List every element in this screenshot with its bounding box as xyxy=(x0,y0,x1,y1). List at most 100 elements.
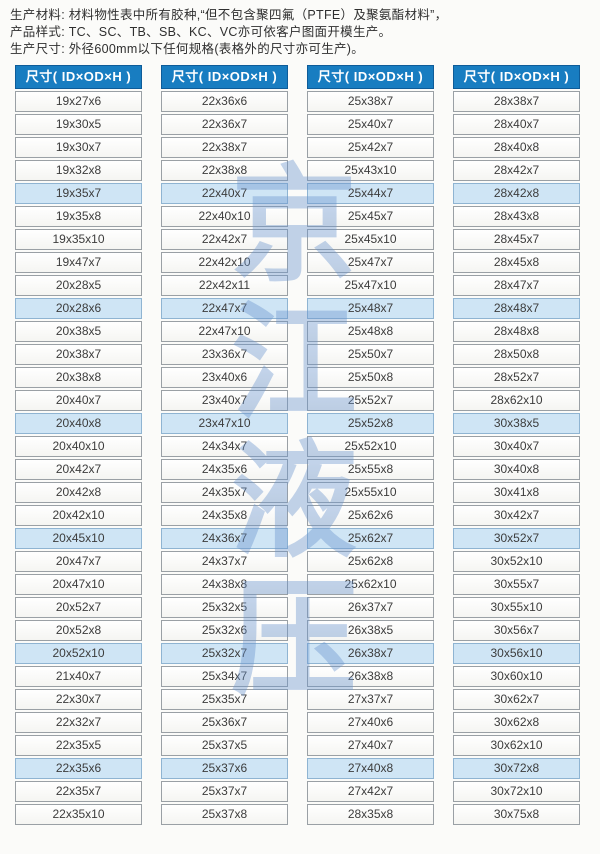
size-cell: 24x36x7 xyxy=(161,528,288,549)
size-cell: 28x42x8 xyxy=(453,183,580,204)
size-cell: 25x52x10 xyxy=(307,436,434,457)
size-cell: 25x37x7 xyxy=(161,781,288,802)
size-cell: 20x52x7 xyxy=(15,597,142,618)
size-cell: 26x37x7 xyxy=(307,597,434,618)
size-cell: 30x40x8 xyxy=(453,459,580,480)
size-cell: 20x52x8 xyxy=(15,620,142,641)
size-cell: 25x47x7 xyxy=(307,252,434,273)
size-cell: 28x43x8 xyxy=(453,206,580,227)
size-cell: 25x42x7 xyxy=(307,137,434,158)
size-cell: 25x37x6 xyxy=(161,758,288,779)
size-cell: 22x35x5 xyxy=(15,735,142,756)
size-cell: 25x50x8 xyxy=(307,367,434,388)
size-cell: 25x43x10 xyxy=(307,160,434,181)
size-cell: 20x28x6 xyxy=(15,298,142,319)
column-header: 尺寸( ID×OD×H ) xyxy=(161,65,288,89)
size-cell: 24x35x7 xyxy=(161,482,288,503)
size-cell: 28x40x8 xyxy=(453,137,580,158)
size-cell: 19x35x7 xyxy=(15,183,142,204)
size-cell: 20x38x5 xyxy=(15,321,142,342)
size-cell: 22x40x7 xyxy=(161,183,288,204)
size-cell: 19x27x6 xyxy=(15,91,142,112)
size-cell: 30x41x8 xyxy=(453,482,580,503)
size-cell: 20x45x10 xyxy=(15,528,142,549)
size-cell: 30x75x8 xyxy=(453,804,580,825)
size-cell: 25x62x6 xyxy=(307,505,434,526)
size-cell: 24x35x8 xyxy=(161,505,288,526)
size-cell: 20x42x10 xyxy=(15,505,142,526)
size-cell: 20x40x10 xyxy=(15,436,142,457)
size-cell: 27x40x8 xyxy=(307,758,434,779)
size-cell: 25x48x7 xyxy=(307,298,434,319)
size-cell: 19x30x7 xyxy=(15,137,142,158)
size-cell: 22x42x7 xyxy=(161,229,288,250)
size-cell: 23x47x10 xyxy=(161,413,288,434)
size-cell: 24x35x6 xyxy=(161,459,288,480)
size-cell: 30x56x10 xyxy=(453,643,580,664)
size-cell: 28x52x7 xyxy=(453,367,580,388)
size-cell: 27x40x6 xyxy=(307,712,434,733)
intro-text-block: 生产材料: 材料物性表中所有胶种,“但不包含聚四氟（PTFE）及聚氨酯材料”， … xyxy=(0,0,600,63)
size-cell: 30x52x7 xyxy=(453,528,580,549)
column-header: 尺寸( ID×OD×H ) xyxy=(307,65,434,89)
size-cell: 30x56x7 xyxy=(453,620,580,641)
size-cell: 30x52x10 xyxy=(453,551,580,572)
size-cell: 22x35x10 xyxy=(15,804,142,825)
size-cell: 25x52x8 xyxy=(307,413,434,434)
size-cell: 30x38x5 xyxy=(453,413,580,434)
size-cell: 21x40x7 xyxy=(15,666,142,687)
size-cell: 25x62x8 xyxy=(307,551,434,572)
column-header: 尺寸( ID×OD×H ) xyxy=(453,65,580,89)
size-cell: 28x35x8 xyxy=(307,804,434,825)
size-table: 尺寸( ID×OD×H ) 19x27x6 19x30x5 19x30x7 19x32x… xyxy=(0,63,600,825)
size-cell: 28x42x7 xyxy=(453,160,580,181)
size-cell: 22x47x10 xyxy=(161,321,288,342)
size-cell: 25x37x8 xyxy=(161,804,288,825)
size-cell: 30x60x10 xyxy=(453,666,580,687)
size-cell: 22x30x7 xyxy=(15,689,142,710)
size-cell: 20x28x5 xyxy=(15,275,142,296)
size-cell: 30x62x7 xyxy=(453,689,580,710)
size-cell: 24x34x7 xyxy=(161,436,288,457)
size-cell: 19x47x7 xyxy=(15,252,142,273)
size-cell: 25x35x7 xyxy=(161,689,288,710)
size-cell: 25x40x7 xyxy=(307,114,434,135)
size-cell: 25x45x10 xyxy=(307,229,434,250)
size-cell: 25x32x7 xyxy=(161,643,288,664)
size-cell: 30x40x7 xyxy=(453,436,580,457)
size-cell: 28x40x7 xyxy=(453,114,580,135)
size-cell: 26x38x8 xyxy=(307,666,434,687)
size-cell: 22x47x7 xyxy=(161,298,288,319)
size-column: 尺寸( ID×OD×H ) 22x36x6 22x36x7 22x38x7 22x38x… xyxy=(161,65,288,825)
size-cell: 22x38x7 xyxy=(161,137,288,158)
size-cell: 20x40x7 xyxy=(15,390,142,411)
size-cell: 20x38x7 xyxy=(15,344,142,365)
size-cell: 22x36x6 xyxy=(161,91,288,112)
size-cell: 30x55x10 xyxy=(453,597,580,618)
size-cell: 19x32x8 xyxy=(15,160,142,181)
size-cell: 25x50x7 xyxy=(307,344,434,365)
size-cell: 22x38x8 xyxy=(161,160,288,181)
intro-line-styles: 产品样式: TC、SC、TB、SB、KC、VC亦可依客户图面开模生产。 xyxy=(10,25,392,39)
size-column: 尺寸( ID×OD×H ) 28x38x7 28x40x7 28x40x8 28x42x… xyxy=(453,65,580,825)
size-cell: 28x47x7 xyxy=(453,275,580,296)
size-cell: 25x55x10 xyxy=(307,482,434,503)
size-cell: 28x38x7 xyxy=(453,91,580,112)
size-cell: 20x52x10 xyxy=(15,643,142,664)
size-cell: 22x40x10 xyxy=(161,206,288,227)
size-cell: 20x47x7 xyxy=(15,551,142,572)
size-cell: 25x37x5 xyxy=(161,735,288,756)
size-cell: 19x35x10 xyxy=(15,229,142,250)
size-cell: 25x32x5 xyxy=(161,597,288,618)
size-cell: 25x62x7 xyxy=(307,528,434,549)
intro-line-material: 生产材料: 材料物性表中所有胶种,“但不包含聚四氟（PTFE）及聚氨酯材料”， xyxy=(10,8,448,22)
size-cell: 28x48x7 xyxy=(453,298,580,319)
size-cell: 25x55x8 xyxy=(307,459,434,480)
size-cell: 30x62x10 xyxy=(453,735,580,756)
size-cell: 23x40x6 xyxy=(161,367,288,388)
size-cell: 25x45x7 xyxy=(307,206,434,227)
size-cell: 22x42x10 xyxy=(161,252,288,273)
size-cell: 22x35x6 xyxy=(15,758,142,779)
intro-line-dimensions: 生产尺寸: 外径600mm以下任何规格(表格外的尺寸亦可生产)。 xyxy=(10,42,365,56)
